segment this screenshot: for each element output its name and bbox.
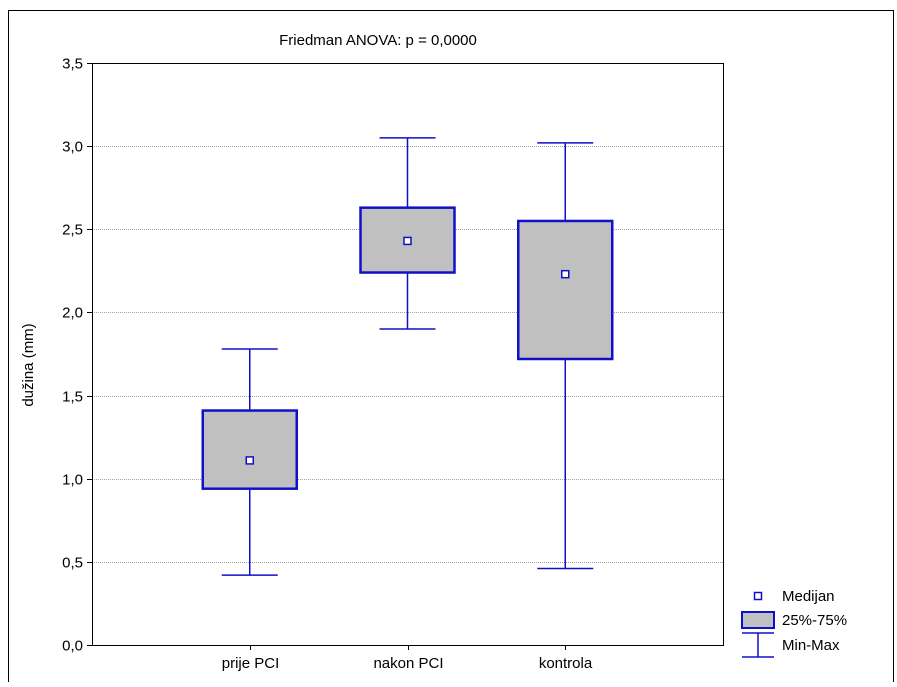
x-tick-label: nakon PCI (373, 655, 443, 672)
x-axis-ticks: prije PCI nakon PCI kontrola (222, 645, 593, 672)
legend-box-symbol (741, 611, 775, 629)
y-tick-label: 2,5 (62, 222, 83, 239)
chart-title: Friedman ANOVA: p = 0,0000 (279, 32, 477, 49)
y-axis-label: dužina (mm) (20, 323, 37, 406)
y-tick-label: 0,5 (62, 555, 83, 572)
iqr-box (201, 409, 298, 490)
x-tick-label: prije PCI (222, 655, 280, 672)
legend-label: Min-Max (782, 637, 840, 654)
box-group (201, 348, 298, 576)
legend-label: Medijan (782, 588, 835, 605)
y-tick-label: 1,5 (62, 389, 83, 406)
y-tick-label: 2,0 (62, 305, 83, 322)
outer-frame (8, 10, 894, 687)
legend-label: 25%-75% (782, 612, 847, 629)
legend: Medijan 25%-75% Min-Max (741, 588, 847, 658)
box-group (359, 137, 456, 330)
y-tick-label: 3,5 (62, 56, 83, 73)
median-marker (561, 269, 570, 279)
y-tick-label: 0,0 (62, 638, 83, 655)
median-marker (245, 456, 254, 465)
box-layer (201, 137, 614, 576)
y-tick-label: 1,0 (62, 472, 83, 489)
y-axis-ticks: 0,0 0,5 1,0 1,5 2,0 2,5 3,0 3,5 (62, 56, 92, 655)
legend-median-symbol (753, 591, 763, 601)
iqr-box (517, 219, 614, 361)
x-tick-label: kontrola (539, 655, 593, 672)
median-marker (403, 236, 412, 246)
box-group (517, 142, 614, 570)
y-tick-label: 3,0 (62, 139, 83, 156)
